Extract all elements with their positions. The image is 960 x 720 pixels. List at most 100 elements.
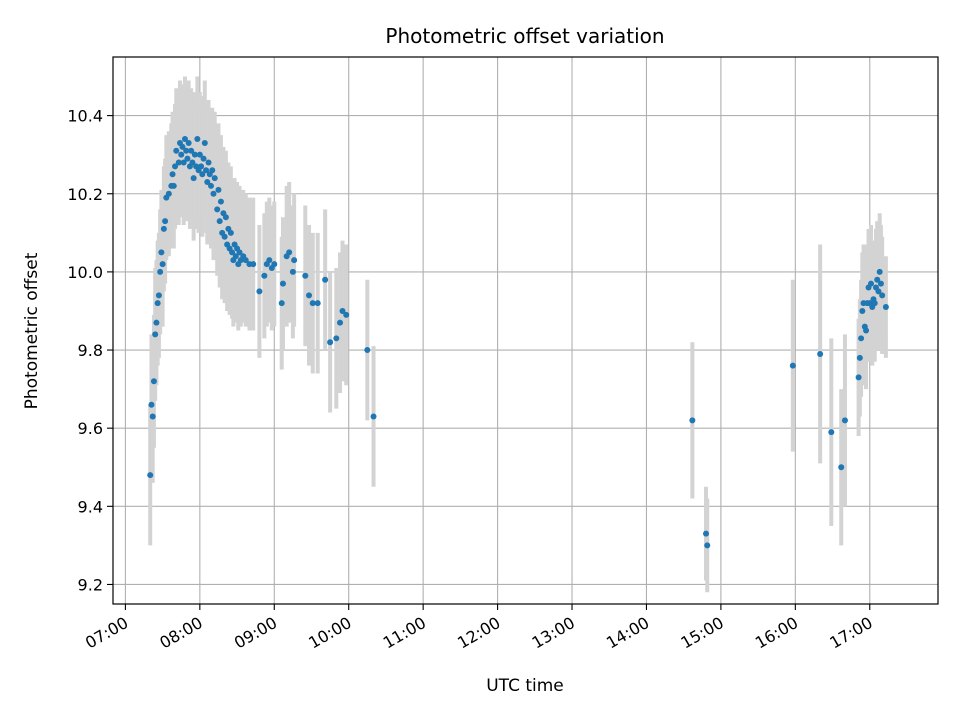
data-point (180, 159, 187, 166)
data-point (214, 206, 221, 213)
data-point (194, 136, 201, 143)
data-point (185, 139, 192, 146)
data-point (181, 136, 188, 143)
data-point (879, 292, 886, 299)
data-point (236, 249, 243, 256)
data-point (222, 214, 229, 221)
data-point (191, 151, 198, 158)
data-point (322, 276, 329, 283)
data-point (863, 327, 870, 334)
data-point (227, 229, 234, 236)
data-point (189, 159, 196, 166)
data-point (314, 300, 321, 307)
data-point (875, 288, 882, 295)
data-point (157, 268, 164, 275)
data-point (215, 186, 222, 193)
data-point (172, 163, 179, 170)
plot-frame (112, 56, 939, 605)
grid-lines (113, 57, 938, 604)
y-tick-label: 10.2 (67, 185, 103, 204)
data-points (147, 136, 889, 549)
y-tick-label: 9.4 (78, 497, 103, 516)
data-point (882, 304, 889, 311)
y-tick-label: 9.8 (78, 341, 103, 360)
data-point (216, 218, 223, 225)
data-point (211, 175, 218, 182)
data-point (789, 362, 796, 369)
y-tick-label: 9.2 (78, 575, 103, 594)
data-point (190, 175, 197, 182)
data-point (250, 261, 257, 268)
data-point (876, 268, 883, 275)
data-point (209, 167, 216, 174)
data-point (339, 307, 346, 314)
data-point (703, 530, 710, 537)
data-point (871, 300, 878, 307)
data-point (364, 347, 371, 354)
data-point (170, 182, 177, 189)
data-point (343, 311, 350, 318)
data-point (289, 268, 296, 275)
data-point (178, 151, 185, 158)
data-point (286, 249, 293, 256)
data-point (838, 464, 845, 471)
data-point (306, 292, 313, 299)
data-point (856, 354, 863, 361)
data-point (327, 339, 334, 346)
data-point (232, 253, 239, 260)
data-point (278, 300, 285, 307)
data-point (196, 151, 203, 158)
data-point (868, 280, 875, 287)
data-point (199, 171, 206, 178)
data-point (874, 276, 881, 283)
data-point (188, 147, 195, 154)
data-point (256, 288, 263, 295)
data-point (154, 300, 161, 307)
data-point (242, 257, 249, 264)
data-point (828, 429, 835, 436)
data-point (859, 307, 866, 314)
data-point (175, 159, 182, 166)
data-point (841, 417, 848, 424)
data-point (150, 378, 157, 385)
data-point (200, 155, 207, 162)
data-point (184, 155, 191, 162)
y-tick-label: 10.4 (67, 107, 103, 126)
data-point (266, 257, 273, 264)
data-point (877, 280, 884, 287)
y-axis-label: Photometric offset (22, 252, 42, 409)
data-point (261, 272, 268, 279)
data-point (302, 272, 309, 279)
data-point (203, 167, 210, 174)
data-point (183, 147, 190, 154)
data-point (333, 335, 340, 342)
data-point (147, 472, 154, 479)
data-point (204, 179, 211, 186)
data-point (271, 261, 278, 268)
data-point (208, 182, 215, 189)
data-point (159, 261, 166, 268)
data-point (205, 159, 212, 166)
data-point (689, 417, 696, 424)
data-point (162, 218, 169, 225)
data-point (817, 350, 824, 357)
data-point (149, 413, 156, 420)
data-point (855, 374, 862, 381)
data-point (179, 143, 186, 150)
data-point (158, 249, 165, 256)
data-point (704, 542, 711, 549)
data-point (153, 319, 160, 326)
data-point (160, 225, 167, 232)
data-point (152, 331, 159, 338)
data-point (173, 147, 180, 154)
data-point (165, 190, 172, 197)
data-point (858, 335, 865, 342)
x-axis-label: UTC time (486, 676, 564, 696)
data-point (291, 257, 298, 264)
data-point (229, 249, 236, 256)
data-point (309, 300, 316, 307)
data-point (217, 198, 224, 205)
y-tick-label: 10.0 (67, 263, 103, 282)
